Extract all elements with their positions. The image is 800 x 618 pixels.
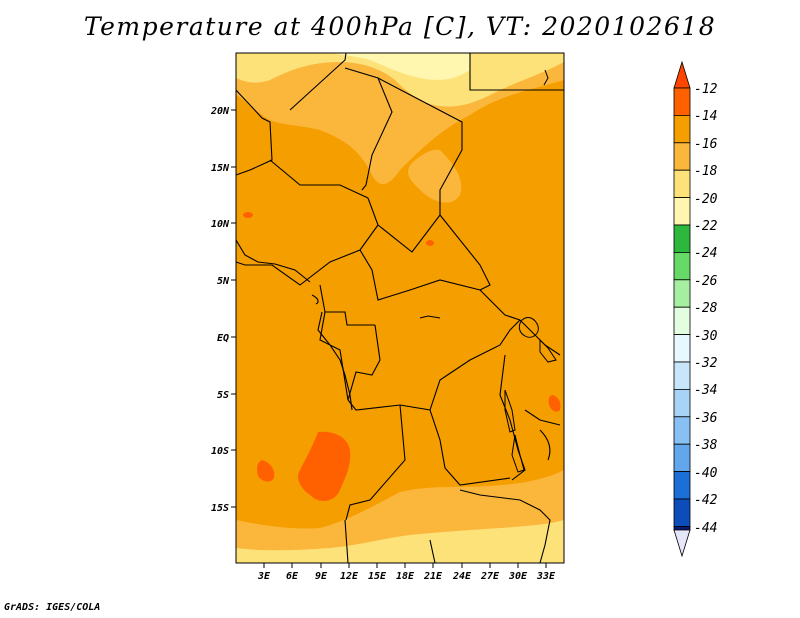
contour-m20-north bbox=[236, 53, 564, 107]
colorbar-swatch bbox=[673, 361, 691, 390]
colorbar-swatch bbox=[673, 251, 691, 281]
colorbar-label: -32 bbox=[694, 356, 718, 371]
lon-label: 27E bbox=[480, 571, 500, 582]
lon-label: 30E bbox=[508, 571, 528, 582]
colorbar-swatch bbox=[673, 498, 691, 527]
colorbar-swatch bbox=[673, 334, 691, 363]
colorbar-swatch bbox=[673, 115, 691, 144]
colorbar-label: -20 bbox=[694, 192, 718, 207]
lon-label: 3E bbox=[257, 571, 271, 582]
lakes bbox=[419, 69, 557, 473]
lat-label: 5N bbox=[217, 276, 230, 287]
lat-label: 15N bbox=[211, 163, 230, 174]
contour-m14-patch-w bbox=[243, 212, 253, 218]
colorbar-label: -36 bbox=[694, 411, 718, 426]
colorbar-label: -26 bbox=[694, 274, 718, 289]
lat-label: 10S bbox=[211, 446, 229, 457]
lat-label: 20N bbox=[210, 106, 230, 117]
colorbar-swatch bbox=[673, 87, 691, 116]
lat-label: EQ bbox=[217, 333, 229, 344]
contour-m14-patch-e bbox=[548, 395, 561, 412]
colorbar-label: -44 bbox=[694, 521, 717, 536]
map-border bbox=[235, 52, 565, 564]
colorbar-swatch bbox=[673, 306, 691, 336]
lat-axis bbox=[231, 109, 236, 508]
colorbar-label: -30 bbox=[694, 329, 718, 344]
colorbar-swatch bbox=[673, 279, 691, 308]
colorbar-label: -18 bbox=[694, 164, 718, 179]
colorbar bbox=[673, 60, 691, 558]
contour-m14-patch-sw bbox=[298, 431, 351, 502]
lon-label: 21E bbox=[423, 571, 443, 582]
colorbar-label: -28 bbox=[694, 301, 718, 316]
lon-axis bbox=[263, 563, 547, 568]
lon-label: 12E bbox=[340, 571, 359, 582]
colorbar-label: -14 bbox=[694, 109, 717, 124]
lat-label: 10N bbox=[211, 219, 230, 230]
contour-m20-south bbox=[236, 520, 564, 563]
colorbar-label: -40 bbox=[694, 466, 718, 481]
colorbar-swatch bbox=[673, 224, 691, 253]
colorbar-swatch bbox=[673, 443, 691, 473]
colorbar-swatch bbox=[673, 197, 691, 226]
colorbar-swatch bbox=[673, 416, 691, 445]
coastline-west bbox=[235, 239, 353, 411]
colorbar-label: -24 bbox=[694, 246, 717, 261]
colorbar-swatch bbox=[673, 142, 691, 171]
lon-label: 24E bbox=[452, 571, 472, 582]
contour-m14-patch-sw2 bbox=[257, 460, 275, 482]
colorbar-label: -42 bbox=[694, 493, 718, 508]
lon-label: 18E bbox=[396, 571, 415, 582]
lat-label: 5S bbox=[217, 390, 229, 401]
lon-label: 6E bbox=[286, 571, 299, 582]
colorbar-bottom-arrow bbox=[673, 529, 691, 558]
contour-m14-patch-c bbox=[426, 240, 434, 246]
lon-label: 15E bbox=[368, 571, 387, 582]
lon-label: 33E bbox=[536, 571, 556, 582]
contour-m22-north bbox=[330, 53, 470, 80]
colorbar-label: -12 bbox=[694, 82, 718, 97]
colorbar-swatch bbox=[673, 169, 691, 198]
colorbar-swatch bbox=[673, 471, 691, 500]
colorbar-label: -22 bbox=[694, 219, 718, 234]
colorbar-top-arrow bbox=[673, 60, 691, 89]
colorbar-label: -38 bbox=[694, 438, 718, 453]
lon-label: 9E bbox=[315, 571, 328, 582]
colorbar-label: -16 bbox=[694, 137, 718, 152]
colorbar-label: -34 bbox=[694, 383, 717, 398]
contour-m18-east bbox=[408, 149, 462, 203]
lat-label: 15S bbox=[211, 503, 229, 514]
credit-text: GrADS: IGES/COLA bbox=[4, 602, 101, 613]
colorbar-swatch bbox=[673, 388, 691, 418]
map-title: Temperature at 400hPa [C], VT: 202010261… bbox=[83, 12, 717, 41]
